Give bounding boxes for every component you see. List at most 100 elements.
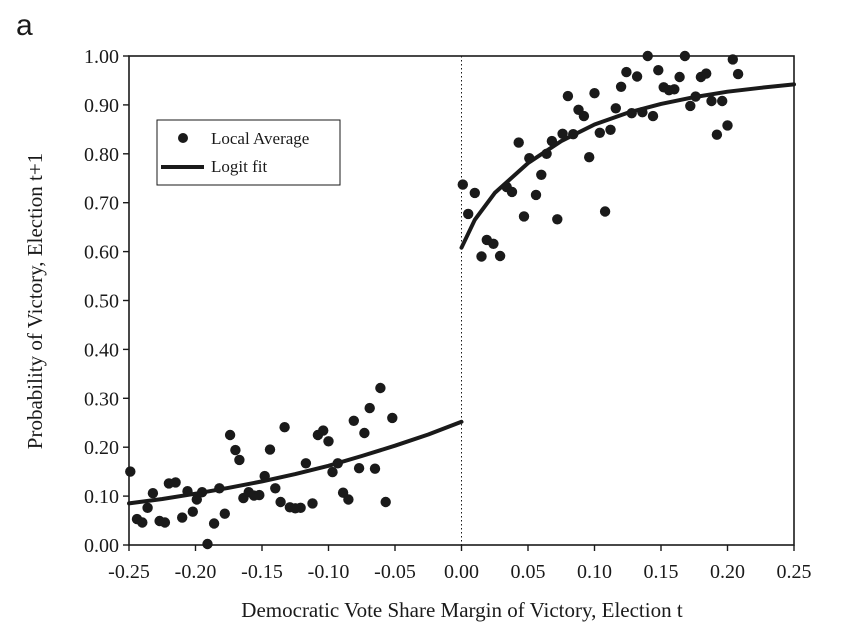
data-point [594,127,605,138]
logit-fit-segment [127,419,464,506]
legend-label-local-average: Local Average [211,129,309,148]
local-average-points [125,50,744,550]
legend: Local Average Logit fit [156,119,341,186]
data-point [722,120,733,131]
data-point [562,90,574,102]
data-point [364,402,375,414]
data-point [387,412,398,424]
data-point [177,512,188,523]
logit-fit [127,82,796,506]
data-point [469,187,480,199]
data-point [224,429,236,441]
y-tick-label: 0.30 [84,388,119,410]
data-point [142,502,153,513]
data-point [295,502,306,513]
y-tick-label: 0.80 [84,144,119,166]
data-point [674,71,685,83]
data-point [259,470,270,482]
data-point [348,415,359,426]
x-tick-label: -0.25 [108,561,150,583]
x-tick-label: -0.15 [241,561,283,583]
data-point [599,206,611,217]
data-point [208,518,220,529]
x-tick-label: 0.20 [710,561,745,583]
data-point [202,538,213,550]
data-point [343,494,354,505]
data-point [488,238,499,249]
data-point [621,66,632,78]
data-point [637,107,648,118]
data-point [234,454,245,466]
data-point [701,68,712,79]
data-point [187,506,198,517]
data-point [147,488,159,499]
data-point [254,489,265,501]
y-tick-label: 0.70 [84,193,119,215]
legend-dot-marker [178,133,188,143]
data-point [530,189,542,201]
y-tick-label: 0.90 [84,95,119,117]
data-point [615,81,627,93]
data-point [125,466,136,477]
data-point [332,458,343,469]
data-point [191,494,202,505]
legend-label-logit-fit: Logit fit [211,157,267,176]
logit-fit-segment [459,82,796,250]
y-tick-label: 1.00 [84,46,119,68]
x-tick-label: -0.20 [175,561,217,583]
data-point [457,179,468,190]
x-tick-label: 0.00 [444,561,479,583]
data-point [732,68,744,80]
data-point [327,466,338,478]
data-point [506,186,518,198]
data-point [518,211,530,222]
data-point [359,427,370,439]
data-point [584,152,595,163]
data-point [375,382,386,394]
data-point [727,54,738,65]
y-tick-label: 0.20 [84,437,119,459]
data-point [279,422,290,433]
ticks: -0.25 -0.20 -0.15 -0.10 -0.05 0.00 0.05 0.10 0.1… [84,46,812,583]
data-point [137,517,148,528]
data-point [307,498,318,509]
x-tick-label: -0.10 [308,561,350,583]
data-point [546,135,558,147]
data-point [610,103,621,114]
x-axis-title: Democratic Vote Share Margin of Victory,… [241,598,683,622]
data-point [494,250,506,262]
x-tick-label: 0.15 [644,561,679,583]
data-point [711,129,723,140]
data-point [669,84,680,95]
data-point [578,110,590,122]
y-tick-label: 0.50 [84,291,119,313]
y-tick-label: 0.40 [84,339,119,361]
data-point [323,436,334,447]
y-axis-title: Probability of Victory, Election t+1 [23,153,47,449]
data-point [214,483,225,494]
x-tick-label: 0.25 [777,561,812,583]
x-tick-label: -0.05 [374,561,416,583]
data-point [369,463,381,474]
data-point [685,100,696,112]
y-tick-label: 0.10 [84,486,119,508]
data-point [182,486,193,497]
y-tick-label: 0.60 [84,242,119,264]
panel-label: a [16,9,33,42]
data-point [170,477,181,488]
data-point [159,517,171,528]
data-point [463,208,474,220]
legend-box [156,119,341,186]
data-point [679,50,691,62]
data-point [300,458,312,469]
data-point [626,108,637,119]
data-point [275,496,286,508]
data-point [536,169,547,180]
data-point [605,124,616,135]
data-point [557,128,568,139]
y-tick-label: 0.00 [84,535,119,557]
data-point [524,153,535,164]
data-point [264,444,276,455]
data-point [270,483,281,494]
